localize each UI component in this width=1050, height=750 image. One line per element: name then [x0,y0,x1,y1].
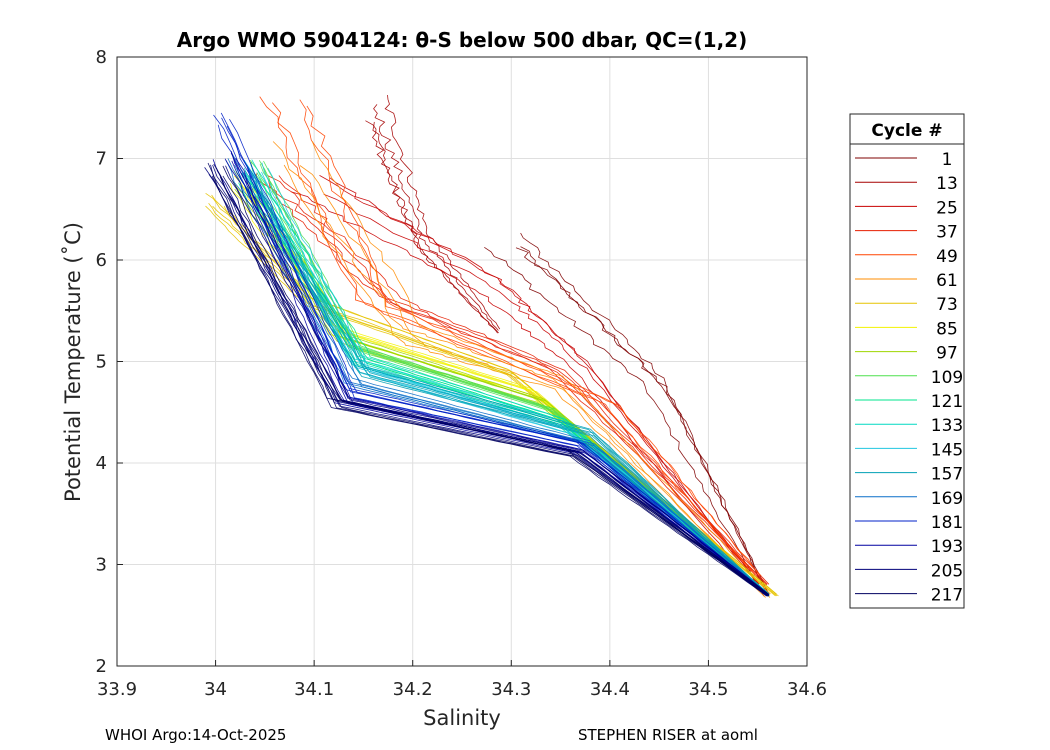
legend-label: 1 [942,150,953,170]
series-line [373,104,499,331]
x-tick-label: 34.5 [688,679,728,700]
legend-label: 133 [931,416,963,436]
legend-label: 169 [931,489,963,509]
series-line [290,191,755,587]
series-line [211,176,768,597]
legend-label: 37 [936,223,958,243]
series-line [484,246,765,597]
chart-title-text: Argo WMO 5904124: θ-S below 500 dbar, QC… [177,28,747,52]
series-line [244,185,768,597]
legend-box [849,113,965,609]
series-line [240,171,767,595]
footer-left: WHOI Argo:14-Oct-2025 [105,726,287,744]
series-line [329,177,760,585]
x-tick-label: 34.1 [294,679,334,700]
legend: Cycle # 1 13 25 37 49 61 73 85 97 109 121 133 145 157… [849,113,965,609]
series-line [244,170,768,595]
series-157 [240,170,770,597]
y-axis-label: Potential Temperature (˚C) [61,222,85,502]
series-37 [255,172,770,586]
legend-label: 109 [931,368,963,388]
y-tick-label: 5 [96,352,107,373]
series-line [255,172,765,585]
legend-label: 73 [936,295,958,315]
x-tick-label: 34.6 [787,679,827,700]
series-line [268,180,768,586]
x-tick-label: 34.4 [590,679,630,700]
footer-right: STEPHEN RISER at aoml [578,726,758,744]
x-tick-label: 33.9 [97,679,137,700]
data-curves [204,94,779,598]
series-line [222,175,770,597]
legend-label: 193 [931,537,963,557]
y-tick-label: 3 [96,555,107,576]
legend-label: 157 [931,465,963,485]
series-line [252,185,770,597]
x-tick-label: 34.3 [491,679,531,700]
series-line [225,165,770,595]
series-line [220,112,767,595]
series-line [222,165,770,595]
legend-label: 217 [931,586,963,606]
series-line [267,175,768,585]
series-line [271,102,756,576]
y-tick-label: 6 [96,250,107,271]
series-25 [290,175,761,588]
legend-label: 49 [936,247,958,267]
x-axis-label: Salinity [423,706,501,730]
series-line [259,96,756,575]
chart-title: Argo WMO 5904124: θ-S below 500 dbar, QC… [177,28,747,52]
series-217 [207,162,770,597]
legend-label: 145 [931,440,963,460]
series-line [244,161,770,596]
series-line [253,181,769,595]
series-line [520,246,770,597]
legend-label: 181 [931,513,963,533]
series-line [299,165,771,598]
x-tick-label: 34 [204,679,227,700]
legend-label: 97 [936,344,958,364]
legend-label: 205 [931,561,963,581]
x-tick-label: 34.2 [393,679,433,700]
series-1 [484,232,770,597]
series-line [221,117,768,596]
series-line [323,193,761,588]
series-line [240,179,768,596]
y-tick-label: 7 [96,149,107,170]
series-line [261,162,769,595]
series-line [311,141,771,595]
y-tick-label: 2 [96,656,107,677]
legend-title: Cycle # [871,121,942,141]
series-line [520,232,770,595]
legend-label: 25 [936,198,958,218]
y-tick-label: 4 [96,453,107,474]
series-line [515,247,769,597]
series-line [372,121,498,334]
legend-items: 1 13 25 37 49 61 73 85 97 109 121 133 145 157 169 181 19… [855,150,963,606]
legend-label: 61 [936,271,958,291]
series-line [272,141,765,595]
legend-label: 13 [936,174,958,194]
legend-label: 121 [931,392,963,412]
legend-label: 85 [936,319,958,339]
series-line [278,175,770,585]
series-line [319,175,760,585]
y-tick-label: 8 [96,47,107,68]
series-line [384,94,501,330]
